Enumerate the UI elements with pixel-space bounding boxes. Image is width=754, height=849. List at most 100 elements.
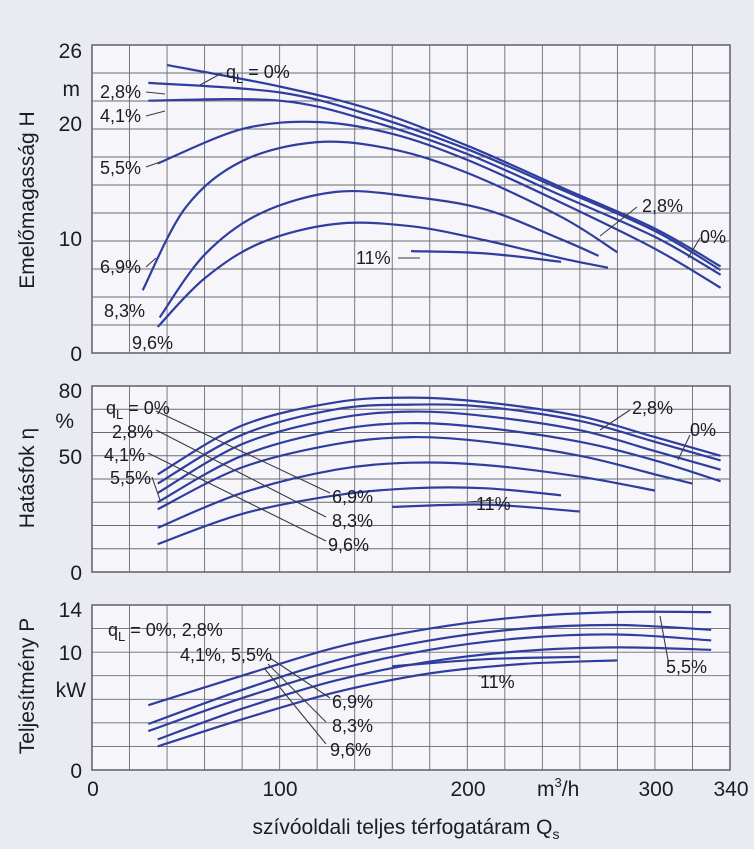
efficiency-curve-11- [392,503,580,513]
x-tick-200: 200 [450,778,485,801]
ql-sub: L [118,629,125,644]
pow-label-ql: qL = 0%, 2,8% [108,620,223,644]
eff-tick-80: 80 [59,380,82,403]
head-tick-10: 10 [59,228,82,251]
head-curve-2-8- [148,81,722,272]
leader-6-9 [145,257,157,268]
efficiency-curve-4-1- [157,410,721,494]
power-y-label: Teljesítmény P [16,618,39,755]
leader-eff-3 [147,452,327,542]
x-unit-rest: /h [562,778,580,801]
leader-eff-r28 [599,409,631,431]
eff-label-right-0: 0% [690,420,716,440]
efficiency-curve-5-5- [157,422,721,504]
x-axis: 0 100 200 300 340 m3/h szívóoldali telje… [87,775,748,842]
head-label-right-0: 0% [700,227,726,247]
pow-tick-0: 0 [70,760,82,783]
eff-label-ql: qL = 0% [106,398,170,422]
pow-label-8-3: 8,3% [332,716,373,736]
power-curve-8-3- [157,646,712,741]
pow-tick-14: 14 [59,599,83,622]
pow-label-11: 11% [480,672,515,692]
eff-label-5-5: 5,5% [110,468,151,488]
head-curve-4-1- [148,98,722,276]
leader-5-5 [145,161,161,168]
head-tick-26: 26 [59,40,82,63]
efficiency-curve-0- [157,396,721,476]
efficiency-panel: 80 % 50 0 Hatásfok η qL = 0% 2,8% 4,1% 5… [16,380,731,585]
power-curve-11- [392,655,580,668]
power-leaders [263,615,669,745]
head-y-label: Emelőmagasság H [16,111,39,288]
efficiency-curves [157,396,721,546]
leader-pow-3 [263,667,327,745]
ql-q: q [226,62,236,82]
ql-rest: = 0% [123,398,170,418]
head-label-11: 11% [356,248,391,268]
power-panel: 14 10 kW 0 Teljesítmény P qL = 0%, 2,8% … [16,599,731,783]
leader-r-0 [687,237,701,259]
head-tick-0: 0 [70,343,82,366]
head-label-4-1: 4,1% [100,106,141,126]
ql-rest: = 0% [243,62,290,82]
x-tick-300: 300 [638,778,673,801]
efficiency-curve-6-9- [157,435,693,511]
pow-label-right-5-5: 5,5% [666,657,707,677]
head-label-ql: qL = 0% [226,62,290,86]
head-label-8-3: 8,3% [104,301,145,321]
ql-q: q [108,620,118,640]
head-curve-5-5- [157,120,722,289]
leader-pow-2 [267,663,327,723]
leader-ql-0 [199,72,223,86]
head-curve-11- [410,250,562,263]
power-curve-4-1-5-5- [147,623,712,726]
head-label-right-2-8: 2,8% [642,196,683,216]
pow-label-9-6: 9,6% [330,740,371,760]
head-curve-8-3- [158,189,600,319]
eff-label-right-2-8: 2,8% [632,398,673,418]
head-grid [92,45,730,353]
head-curve-9-6- [156,221,609,328]
ql-sub: L [236,71,243,86]
eff-label-4-1: 4,1% [104,445,145,465]
head-curves [141,64,722,328]
x-unit: m3/h [537,775,579,801]
pow-label-6-9: 6,9% [332,692,373,712]
leader-eff-1 [155,410,331,494]
leader-2-8 [145,91,166,95]
x-unit-sup: 3 [555,775,562,790]
efficiency-leaders [147,409,691,542]
leader-eff-4 [151,476,161,501]
efficiency-y-label: Hatásfok η [16,428,39,528]
power-curve-6-9- [147,633,712,733]
head-curve-6-9- [141,140,618,291]
leader-r-2-8 [599,206,638,237]
eff-unit: % [55,410,74,433]
x-unit-m: m [537,778,555,801]
pow-label-4155: 4,1%, 5,5% [180,645,272,665]
leader-4-1 [145,110,166,117]
head-tick-20: 20 [59,113,82,136]
x-label-main: szívóoldali teljes térfogatáram Q [253,816,553,839]
x-label-sub: s [552,826,559,842]
leader-pow-r55 [659,615,669,661]
head-label-6-9: 6,9% [100,257,141,277]
head-label-9-6: 9,6% [132,333,173,353]
power-curves [147,610,712,748]
head-leaders [145,72,701,268]
efficiency-curve-8-3- [157,461,656,529]
x-axis-label: szívóoldali teljes térfogatáram Qs [253,816,560,842]
eff-tick-50: 50 [59,446,82,469]
eff-label-2-8: 2,8% [112,422,153,442]
eff-label-11: 11% [476,494,511,514]
pow-unit: kW [56,679,87,702]
leader-eff-2 [155,429,327,518]
eff-tick-0: 0 [70,562,82,585]
efficiency-curve-9-6- [157,486,562,546]
eff-label-6-9: 6,9% [332,487,373,507]
head-label-5-5: 5,5% [100,158,141,178]
eff-label-8-3: 8,3% [332,511,373,531]
leader-eff-11 [467,499,495,503]
efficiency-curve-2-8- [157,403,721,485]
